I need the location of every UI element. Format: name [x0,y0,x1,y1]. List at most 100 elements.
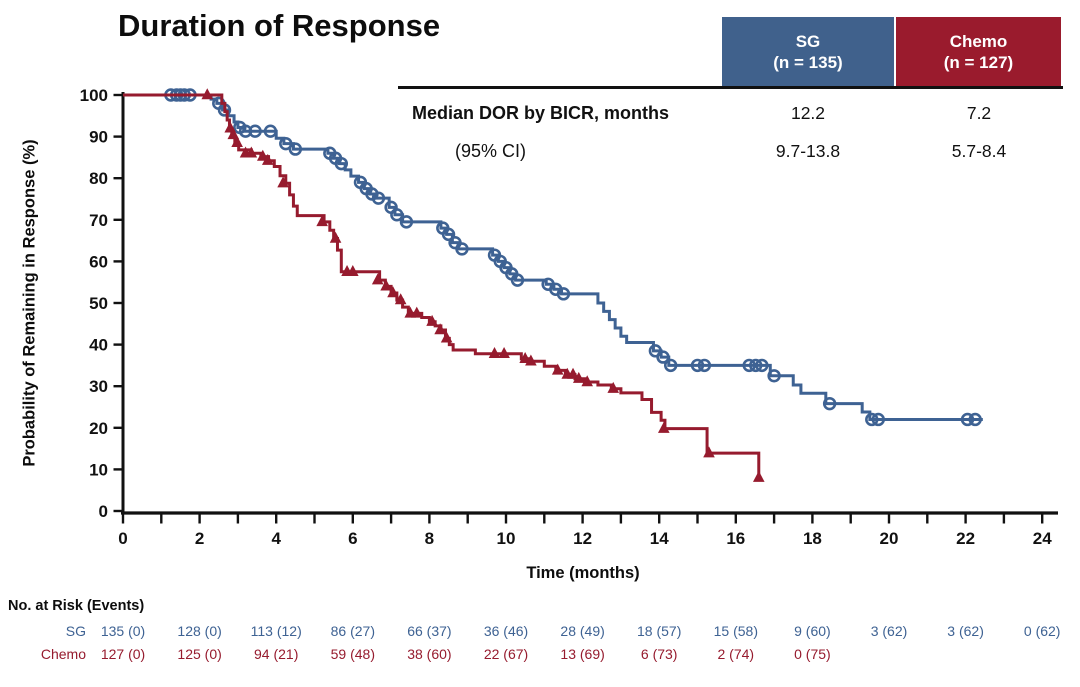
risk-value: 86 (27) [330,623,375,639]
censor-triangle-chemo [387,286,399,298]
risk-value: 15 (58) [713,623,758,639]
summary-column-header-sg: SG (n = 135) [722,17,894,87]
risk-value: 127 (0) [100,646,146,662]
risk-value: 113 (12) [250,623,302,639]
y-tick-label: 100 [80,86,108,105]
y-tick-label: 40 [89,336,108,355]
risk-value: 22 (67) [483,646,529,662]
ci-sg-value: 9.7-13.8 [775,141,841,161]
censor-circle-sg [510,273,525,287]
censor-triangle-chemo [703,446,715,458]
censor-circle-sg [656,350,670,364]
x-tick-label: 10 [497,529,516,548]
risk-value: 59 (48) [330,646,375,662]
censor-triangle-chemo [551,363,564,375]
censor-circle-sg [279,136,293,151]
risk-value: 3 (62) [870,623,908,639]
censor-triangle-chemo [394,293,407,305]
x-tick-label: 4 [271,529,281,548]
x-tick-label: 2 [195,529,204,548]
x-tick-label: 12 [573,529,592,548]
x-tick-label: 14 [650,529,669,548]
risk-value: 18 (57) [637,623,682,639]
censor-triangle-chemo [426,314,438,326]
censor-circle-sg [697,358,712,373]
x-tick-label: 22 [956,529,975,548]
censor-triangle-chemo [201,88,214,100]
y-tick-label: 90 [89,128,108,147]
x-tick-label: 0 [118,529,127,548]
x-tick-label: 20 [880,529,899,548]
risk-value: 125 (0) [177,646,222,662]
ci-chemo-value: 5.7-8.4 [951,141,1007,161]
x-tick-label: 6 [348,529,357,548]
censor-circle-sg [288,142,303,156]
censor-circle-sg [755,358,769,373]
censor-triangle-chemo [498,346,510,358]
censor-triangle-chemo [231,136,243,148]
risk-value: 135 (0) [100,623,146,639]
censor-triangle-chemo [410,306,423,318]
censor-circle-sg [441,227,456,242]
censor-triangle-chemo [277,176,289,188]
censor-circle-sg [767,369,781,383]
censor-triangle-chemo [525,354,537,366]
y-tick-label: 60 [89,252,108,271]
censor-triangle-chemo [245,146,258,158]
ci-row-label: (95% CI) [455,141,527,161]
median-dor-sg-value: 12.2 [790,103,826,123]
chemo-arm-n: (n = 127) [943,53,1014,72]
censor-circle-sg [865,412,879,427]
risk-value: 28 (49) [560,623,605,639]
chemo-arm-label: Chemo [949,32,1008,51]
x-axis-title: Time (months) [526,564,640,582]
censor-circle-sg [248,124,262,138]
risk-value: 9 (60) [794,623,831,639]
x-tick-label: 24 [1033,529,1052,548]
censor-triangle-chemo [261,153,274,165]
censor-triangle-chemo [316,215,328,227]
censor-circle-sg [663,358,678,373]
censor-triangle-chemo [572,371,585,383]
censor-circle-sg [871,412,885,427]
median-dor-row-label: Median DOR by BICR, months [412,103,670,123]
x-tick-label: 18 [803,529,822,548]
censor-circle-sg [334,156,349,171]
censor-triangle-chemo [380,279,392,291]
table-rule-top [398,86,1063,89]
y-tick-label: 80 [89,169,108,188]
risk-value: 6 (73) [640,646,678,662]
y-tick-label: 0 [99,502,108,521]
y-tick-label: 30 [89,377,108,396]
censor-triangle-chemo [752,470,765,482]
censor-triangle-chemo [434,323,446,335]
risk-value: 94 (21) [254,646,299,662]
median-dor-chemo-value: 7.2 [966,103,992,123]
censor-triangle-chemo [581,375,593,387]
censor-circle-sg [371,191,386,205]
summary-table: SG (n = 135) Chemo (n = 127) Median DOR … [398,15,1063,177]
sg-arm-n: (n = 135) [773,53,843,72]
x-tick-label: 8 [425,529,434,548]
censor-circle-sg [263,124,278,138]
risk-table-header: No. at Risk (Events) [8,598,145,614]
sg-arm-label: SG [795,32,821,51]
censor-circle-sg [390,208,404,222]
risk-value: 66 (37) [407,623,452,639]
y-tick-label: 50 [89,294,108,313]
censor-triangle-chemo [329,231,342,243]
risk-value: 0 (62) [1023,623,1061,639]
censor-circle-sg [822,396,837,411]
summary-column-header-chemo: Chemo (n = 127) [896,17,1061,87]
censor-circle-sg [960,412,975,427]
censor-triangle-chemo [488,346,501,358]
y-tick-label: 20 [89,419,108,438]
risk-value: 128 (0) [177,623,222,639]
censor-circle-sg [749,358,763,373]
censor-circle-sg [690,358,705,373]
censor-triangle-chemo [440,331,453,343]
risk-value: 2 (74) [717,646,755,662]
